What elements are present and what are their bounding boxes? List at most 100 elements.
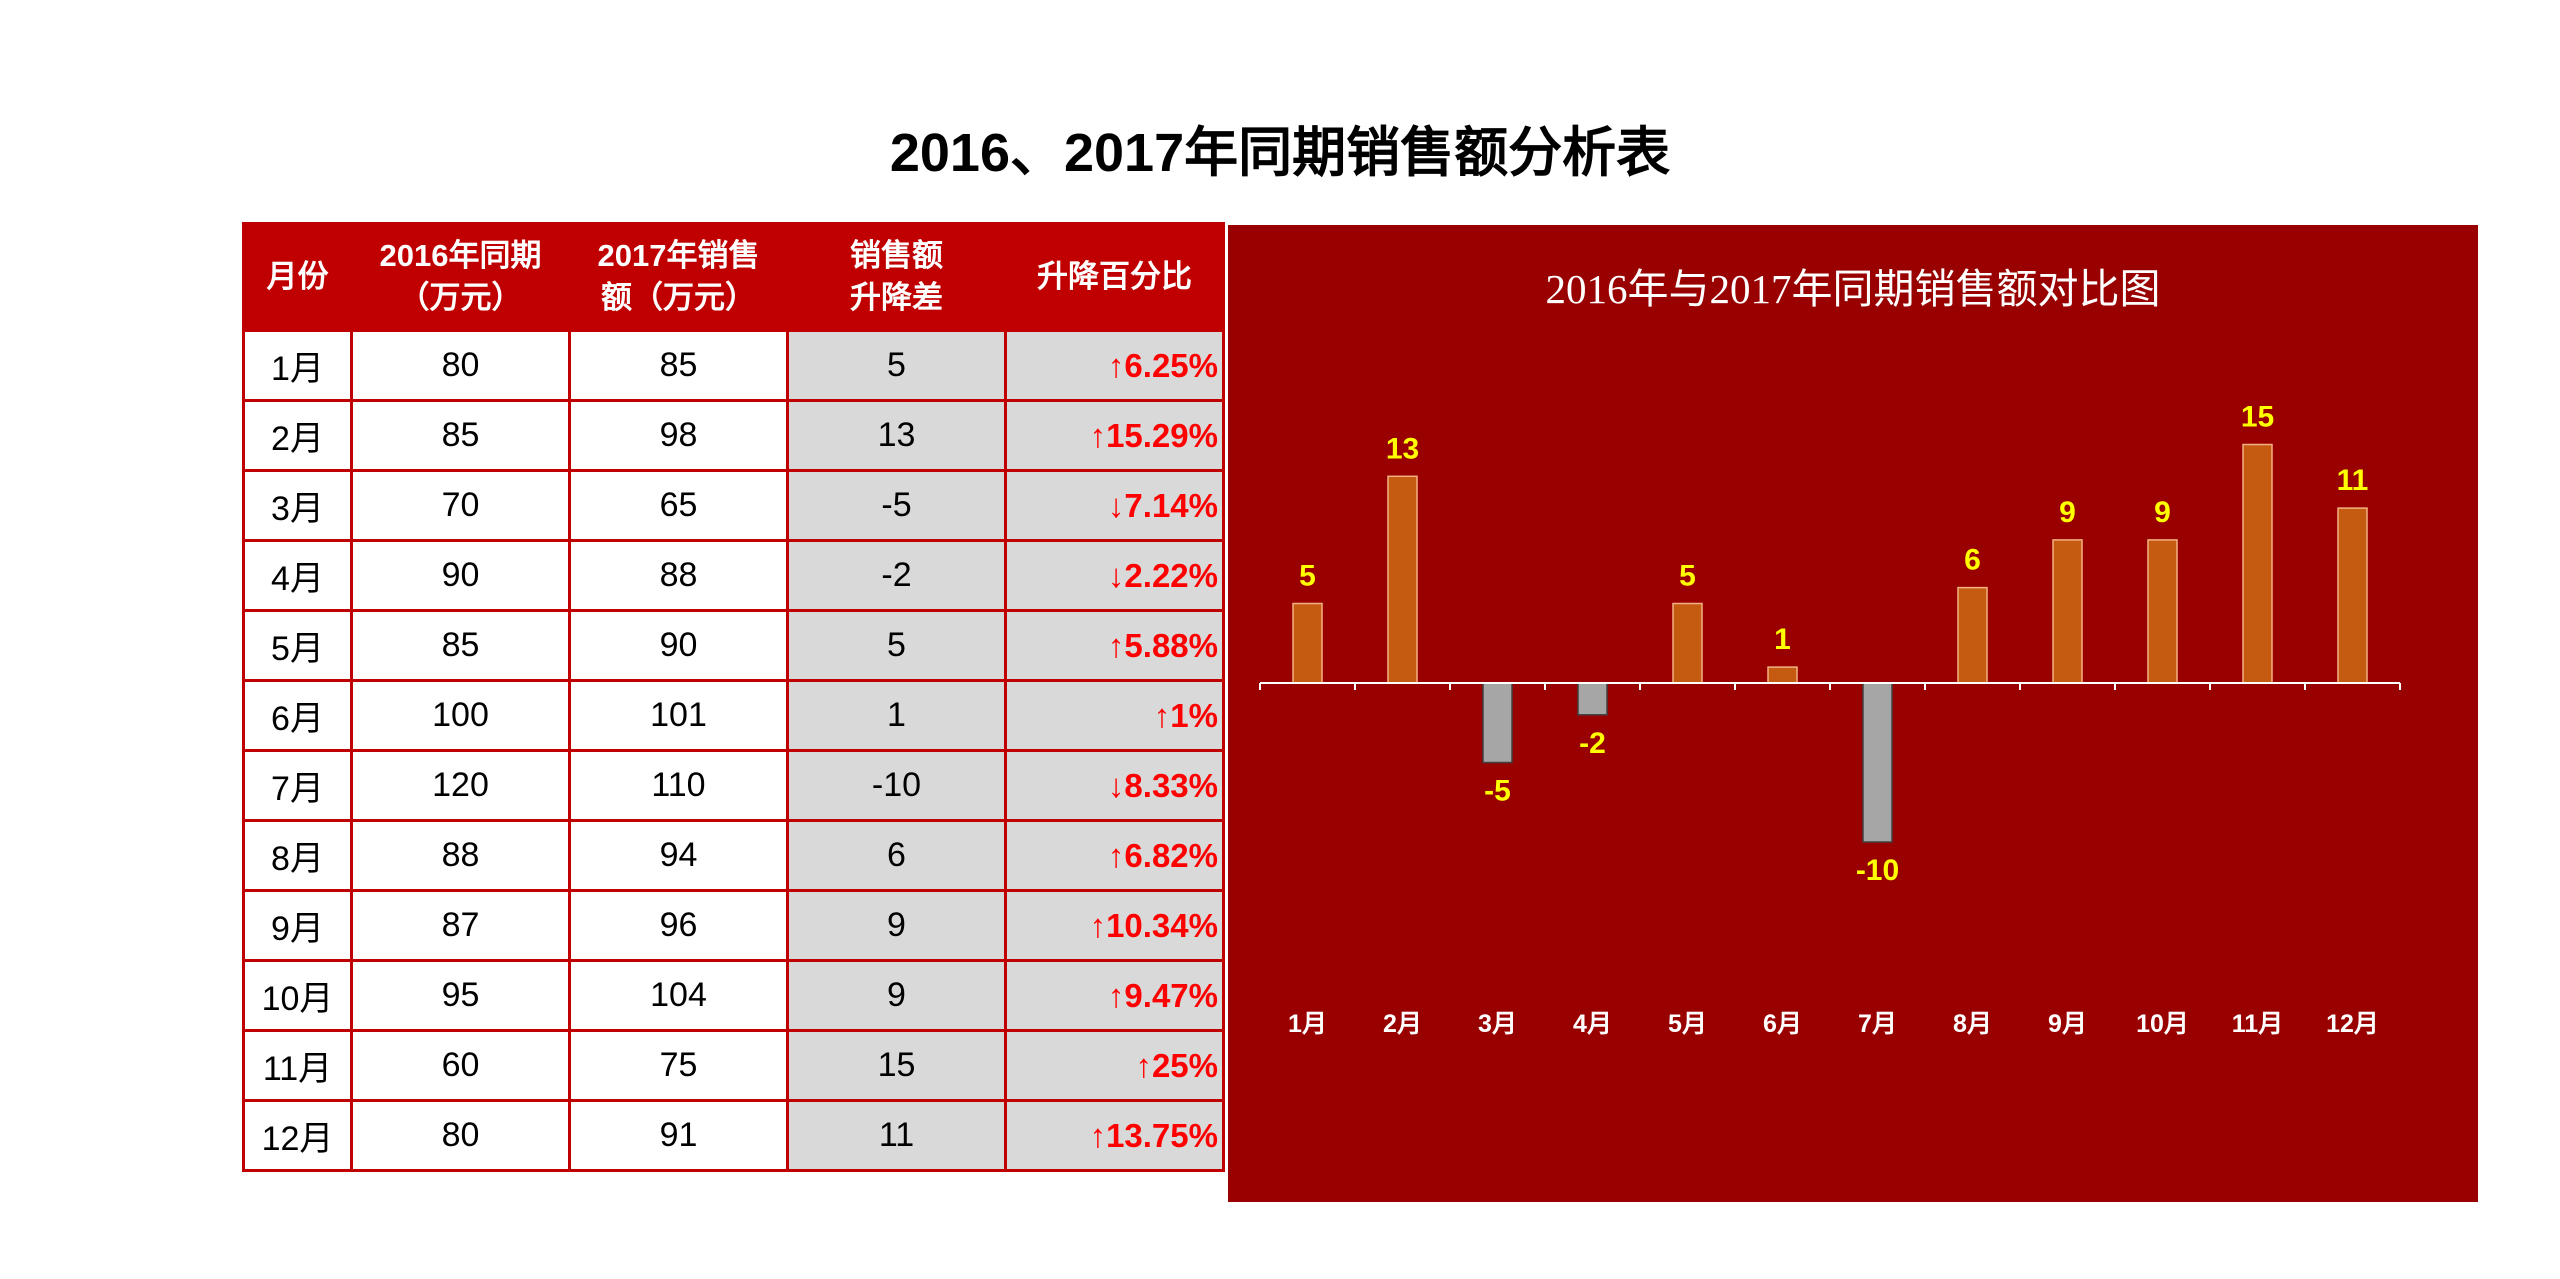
sales-2017-cell: 90 xyxy=(568,609,789,682)
chart-title: 2016年与2017年同期销售额对比图 xyxy=(1545,266,2161,312)
header-diff: 销售额 升降差 xyxy=(786,222,1007,332)
diff-cell: 11 xyxy=(786,1099,1007,1172)
x-tick-label: 7月 xyxy=(1858,1010,1897,1038)
bar-chart: 5 1月 13 2月 -5 3月 -2 4月 5 5月 1 6月 -10 7月 6 8月 9 9月 9 10月 15 11… xyxy=(1259,401,2401,1038)
x-tick-label: 1月 xyxy=(1288,1010,1327,1038)
header-line: 2016年同期 xyxy=(379,238,542,273)
sales-table: 月份 2016年同期 （万元） 2017年销售 额（万元） 销售额 升降差 升降百分比 1月 8… xyxy=(242,222,1225,1172)
data-label: 5 xyxy=(1299,560,1316,593)
bar-12月 xyxy=(2337,507,2368,684)
sales-2016-cell: 80 xyxy=(350,1099,571,1172)
x-tick-label: 3月 xyxy=(1478,1010,1517,1038)
data-label: -5 xyxy=(1484,775,1511,808)
x-tick-label: 10月 xyxy=(2136,1010,2189,1038)
table-row: 8月 88 94 6 ↑6.82% xyxy=(242,819,1225,892)
sales-2017-cell: 96 xyxy=(568,889,789,962)
sales-2016-cell: 85 xyxy=(350,609,571,682)
bar-6月 xyxy=(1767,666,1798,684)
header-line: 额（万元） xyxy=(601,280,756,315)
table-body: 1月 80 85 5 ↑6.25% 2月 85 98 13 ↑15.29% 3月 70 65 -5 ↓7.1… xyxy=(242,329,1225,1172)
bar-1月 xyxy=(1292,602,1323,684)
sales-2017-cell: 101 xyxy=(568,679,789,752)
percent-change-cell: ↓7.14% xyxy=(1004,469,1225,542)
bar-11月 xyxy=(2242,443,2273,684)
percent-change-cell: ↓8.33% xyxy=(1004,749,1225,822)
data-label: 15 xyxy=(2241,401,2274,434)
diff-cell: 6 xyxy=(786,819,1007,892)
diff-cell: 9 xyxy=(786,889,1007,962)
month-cell: 1月 xyxy=(242,329,353,402)
table-row: 7月 120 110 -10 ↓8.33% xyxy=(242,749,1225,822)
diff-cell: 1 xyxy=(786,679,1007,752)
sales-2016-cell: 90 xyxy=(350,539,571,612)
diff-cell: 13 xyxy=(786,399,1007,472)
table-row: 12月 80 91 11 ↑13.75% xyxy=(242,1099,1225,1172)
table-row: 10月 95 104 9 ↑9.47% xyxy=(242,959,1225,1032)
percent-change-cell: ↑6.25% xyxy=(1004,329,1225,402)
percent-change-cell: ↑5.88% xyxy=(1004,609,1225,682)
header-2017: 2017年销售 额（万元） xyxy=(568,222,789,332)
sales-2016-cell: 87 xyxy=(350,889,571,962)
diff-cell: 5 xyxy=(786,329,1007,402)
month-cell: 8月 xyxy=(242,819,353,892)
table-row: 1月 80 85 5 ↑6.25% xyxy=(242,329,1225,402)
table-row: 4月 90 88 -2 ↓2.22% xyxy=(242,539,1225,612)
header-line: 销售额 xyxy=(850,238,943,273)
sales-2017-cell: 98 xyxy=(568,399,789,472)
diff-cell: 15 xyxy=(786,1029,1007,1102)
sales-2017-cell: 88 xyxy=(568,539,789,612)
x-tick-label: 12月 xyxy=(2326,1010,2379,1038)
month-cell: 3月 xyxy=(242,469,353,542)
table-row: 3月 70 65 -5 ↓7.14% xyxy=(242,469,1225,542)
sales-2016-cell: 88 xyxy=(350,819,571,892)
header-line: 升降差 xyxy=(850,280,943,315)
diff-cell: 9 xyxy=(786,959,1007,1032)
diff-cell: -2 xyxy=(786,539,1007,612)
sales-2016-cell: 80 xyxy=(350,329,571,402)
month-cell: 9月 xyxy=(242,889,353,962)
bar-4月 xyxy=(1577,682,1608,716)
diff-cell: -5 xyxy=(786,469,1007,542)
bar-3月 xyxy=(1482,682,1513,764)
percent-change-cell: ↑6.82% xyxy=(1004,819,1225,892)
table-row: 11月 60 75 15 ↑25% xyxy=(242,1029,1225,1102)
bar-2月 xyxy=(1387,475,1418,684)
percent-change-cell: ↓2.22% xyxy=(1004,539,1225,612)
header-line: 月份 xyxy=(266,259,329,294)
percent-change-cell: ↑10.34% xyxy=(1004,889,1225,962)
sales-2016-cell: 120 xyxy=(350,749,571,822)
percent-change-cell: ↑25% xyxy=(1004,1029,1225,1102)
sales-2016-cell: 60 xyxy=(350,1029,571,1102)
month-cell: 7月 xyxy=(242,749,353,822)
sales-2017-cell: 104 xyxy=(568,959,789,1032)
header-pct: 升降百分比 xyxy=(1004,222,1225,332)
month-cell: 6月 xyxy=(242,679,353,752)
table-row: 2月 85 98 13 ↑15.29% xyxy=(242,399,1225,472)
diff-cell: -10 xyxy=(786,749,1007,822)
sales-2016-cell: 95 xyxy=(350,959,571,1032)
data-label: 5 xyxy=(1679,560,1696,593)
percent-change-cell: ↑1% xyxy=(1004,679,1225,752)
sales-2017-cell: 94 xyxy=(568,819,789,892)
x-tick-label: 8月 xyxy=(1953,1010,1992,1038)
data-label: -2 xyxy=(1579,727,1606,760)
sales-2016-cell: 85 xyxy=(350,399,571,472)
sales-2017-cell: 75 xyxy=(568,1029,789,1102)
percent-change-cell: ↑13.75% xyxy=(1004,1099,1225,1172)
table-row: 9月 87 96 9 ↑10.34% xyxy=(242,889,1225,962)
month-cell: 11月 xyxy=(242,1029,353,1102)
month-cell: 12月 xyxy=(242,1099,353,1172)
bar-10月 xyxy=(2147,539,2178,684)
table-header-row: 月份 2016年同期 （万元） 2017年销售 额（万元） 销售额 升降差 升降百分比 xyxy=(242,222,1225,332)
header-line: （万元） xyxy=(398,280,523,315)
bar-7月 xyxy=(1862,682,1893,843)
x-tick-label: 6月 xyxy=(1763,1010,1802,1038)
header-line: 升降百分比 xyxy=(1037,259,1192,294)
table-row: 5月 85 90 5 ↑5.88% xyxy=(242,609,1225,682)
x-tick-label: 5月 xyxy=(1668,1010,1707,1038)
diff-cell: 5 xyxy=(786,609,1007,682)
data-label: 9 xyxy=(2154,496,2171,529)
header-line: 2017年销售 xyxy=(597,238,760,273)
bar-9月 xyxy=(2052,539,2083,684)
bar-5月 xyxy=(1672,602,1703,684)
